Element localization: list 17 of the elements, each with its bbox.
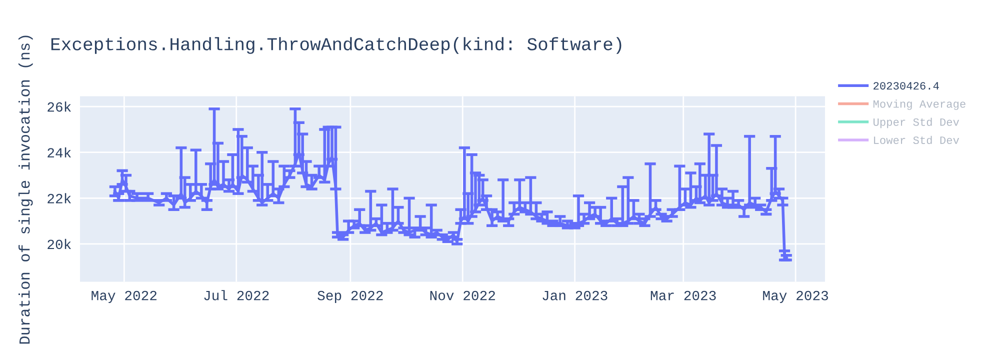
y-axis-title: Duration of single invocation (ns) xyxy=(18,36,33,344)
y-tick-label: 24k xyxy=(48,147,71,158)
legend-label: Moving Average xyxy=(873,100,966,110)
y-tick-label: 20k xyxy=(48,238,71,250)
x-tick-label: Sep 2022 xyxy=(318,290,383,304)
x-tick-label: Jan 2023 xyxy=(542,290,608,300)
x-tick-label: Mar 2023 xyxy=(650,290,716,300)
y-tick-label: 26k xyxy=(48,102,71,112)
x-tick-label: Jul 2022 xyxy=(204,290,269,300)
legend-label: Upper Std Dev xyxy=(874,118,960,128)
x-tick-label: Nov 2022 xyxy=(430,290,495,300)
legend-label: Lower Std Dev xyxy=(874,136,960,144)
x-tick-label: May 2022 xyxy=(92,290,156,304)
legend-label: 20230426.4 xyxy=(874,82,939,90)
y-tick-label: 22k xyxy=(48,193,71,204)
chart-title: Exceptions.Handling.ThrowAndCatchDeep(kind: Software) xyxy=(51,37,622,54)
x-tick-label: May 2023 xyxy=(763,290,828,304)
